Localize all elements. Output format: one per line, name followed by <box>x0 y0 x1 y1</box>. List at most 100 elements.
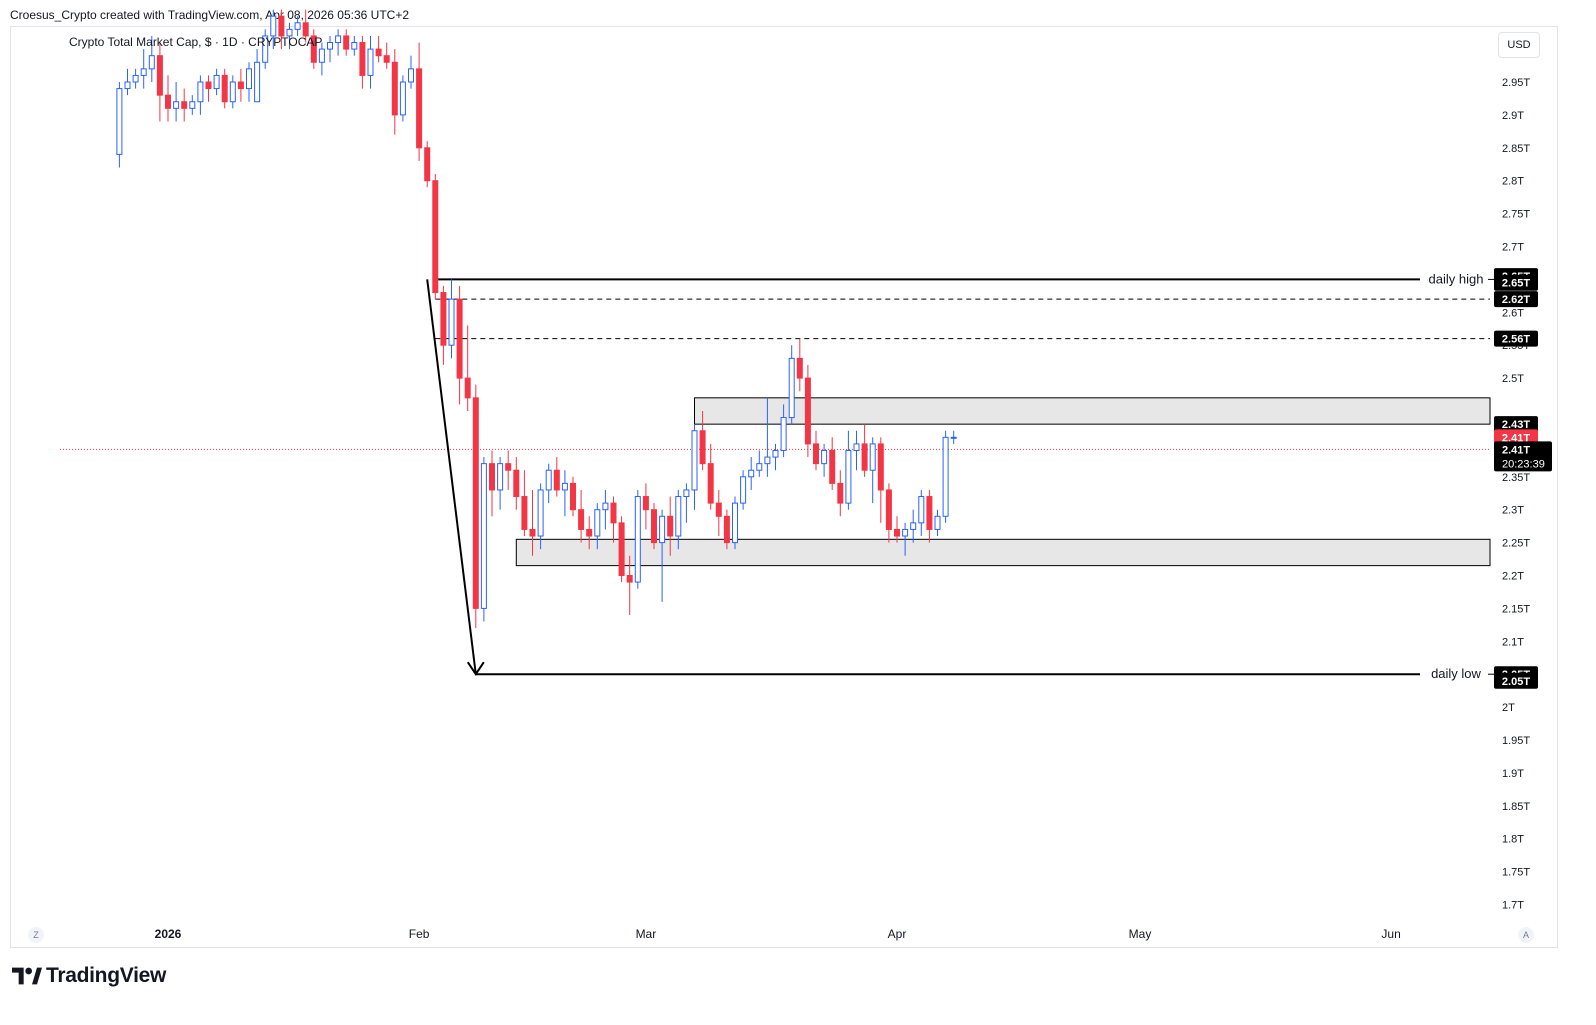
candle-body <box>399 81 406 116</box>
currency-button[interactable]: USD <box>1498 32 1540 58</box>
candle-2026-02-09 <box>480 457 487 622</box>
candle-body <box>651 509 657 544</box>
price-tag-bg <box>1494 274 1538 291</box>
candle-body <box>780 417 787 451</box>
candle-2026-03-14 <box>748 457 755 490</box>
candle-body <box>456 298 463 379</box>
candle-body <box>869 443 876 471</box>
candle-body <box>578 509 585 530</box>
candle-body <box>740 476 747 504</box>
candle-body <box>756 463 763 471</box>
footer-brand[interactable]: TradingView <box>12 964 166 988</box>
candle-2026-04-01 <box>894 516 900 543</box>
candle-2026-03-07 <box>691 424 698 510</box>
candle-2026-02-10 <box>489 450 495 517</box>
candle-body <box>529 528 536 537</box>
candle-body <box>189 101 196 109</box>
price-tags: 2.65T2.65T2.62T2.56T2.43T2.41T2.05T2.05T… <box>1494 268 1552 689</box>
candle-2026-03-13 <box>740 470 747 510</box>
candle-2026-01-31 <box>408 55 414 89</box>
candle-body <box>124 81 131 90</box>
candle-2026-01-24 <box>351 35 358 56</box>
candle-2026-02-23 <box>594 503 601 550</box>
candle-2026-01-12 <box>254 49 261 103</box>
candle-2026-01-02 <box>173 82 180 122</box>
candle-body <box>804 377 811 445</box>
current-price-label: 2.41T <box>1502 444 1530 456</box>
y-tick-label: 2.75T <box>1502 209 1530 221</box>
candle-2026-03-20 <box>796 338 803 392</box>
y-tick-label: 2.25T <box>1502 538 1530 550</box>
candle-2026-02-28 <box>634 489 641 589</box>
candle-2026-02-21 <box>578 489 585 543</box>
candle-body <box>327 42 333 50</box>
x-tick-label: May <box>1129 927 1152 941</box>
candle-body <box>294 22 301 30</box>
candle-body <box>165 94 171 109</box>
x-tick-label: Feb <box>409 927 430 941</box>
candle-2026-02-08 <box>472 384 479 629</box>
candle-body <box>910 522 917 530</box>
candle-2026-03-22 <box>813 430 819 471</box>
candle-body <box>302 22 309 37</box>
candle-body <box>521 496 528 530</box>
candle-2025-12-30 <box>148 35 155 82</box>
y-tick-label: 1.75T <box>1502 867 1530 879</box>
candle-body <box>464 377 471 399</box>
candle-body <box>351 42 358 50</box>
candle-2026-04-05 <box>926 489 933 543</box>
candle-body <box>505 463 512 471</box>
tradingview-wordmark: TradingView <box>46 964 167 987</box>
candle-2025-12-31 <box>156 42 163 122</box>
candle-body <box>424 147 431 182</box>
candle-2026-01-21 <box>327 35 333 63</box>
candle-body <box>375 48 382 57</box>
candle-2026-03-11 <box>723 509 730 550</box>
candle-2026-01-10 <box>237 68 244 102</box>
candle-2026-02-27 <box>626 555 633 615</box>
candle-body <box>561 482 568 491</box>
candle-body <box>116 88 123 155</box>
candle-2026-03-06 <box>683 483 690 523</box>
candle-2026-02-22 <box>586 516 593 550</box>
candle-2026-04-02 <box>902 522 909 556</box>
level-label-3: daily low <box>1431 666 1481 681</box>
candle-2026-03-01 <box>642 483 649 530</box>
candle-2026-02-11 <box>497 457 504 510</box>
candle-body <box>335 35 342 44</box>
candle-2026-02-16 <box>537 483 544 550</box>
candle-2026-02-19 <box>561 470 568 517</box>
candle-body <box>748 469 755 478</box>
candle-body <box>788 357 795 419</box>
symbol-title[interactable]: Crypto Total Market Cap, $ · 1D · CRYPTO… <box>69 35 323 49</box>
candle-2026-04-03 <box>910 509 917 543</box>
candle-2026-03-04 <box>667 496 674 556</box>
candle-body <box>497 463 504 491</box>
candle-2026-01-17 <box>294 16 301 36</box>
candle-2026-01-14 <box>270 9 277 50</box>
candle-body <box>181 101 188 109</box>
price-tag-label: 2.05T <box>1502 676 1530 688</box>
y-tick-label: 2.2T <box>1502 571 1524 583</box>
x-tick-label: 2026 <box>155 927 182 941</box>
candle-2026-01-15 <box>278 9 285 50</box>
candle-body <box>683 489 690 498</box>
candle-2026-01-01 <box>165 75 171 122</box>
candle-2026-03-23 <box>821 443 828 477</box>
candle-2026-02-14 <box>521 470 528 537</box>
candle-2026-03-09 <box>707 443 714 510</box>
candle-body <box>813 443 819 465</box>
candle-body <box>173 101 180 109</box>
candle-body <box>642 496 649 511</box>
candle-2026-02-02 <box>424 141 431 188</box>
auto-scale-button[interactable]: A <box>1518 927 1534 943</box>
candle-body <box>926 496 933 530</box>
zoom-corner-button[interactable]: Z <box>28 927 44 943</box>
candle-2026-01-22 <box>335 29 342 56</box>
chart-frame <box>10 26 1558 948</box>
candle-body <box>659 515 666 544</box>
price-tag-bg <box>1494 291 1538 308</box>
price-tag-label: 2.56T <box>1502 334 1530 346</box>
price-tag-label: 2.43T <box>1502 419 1530 431</box>
